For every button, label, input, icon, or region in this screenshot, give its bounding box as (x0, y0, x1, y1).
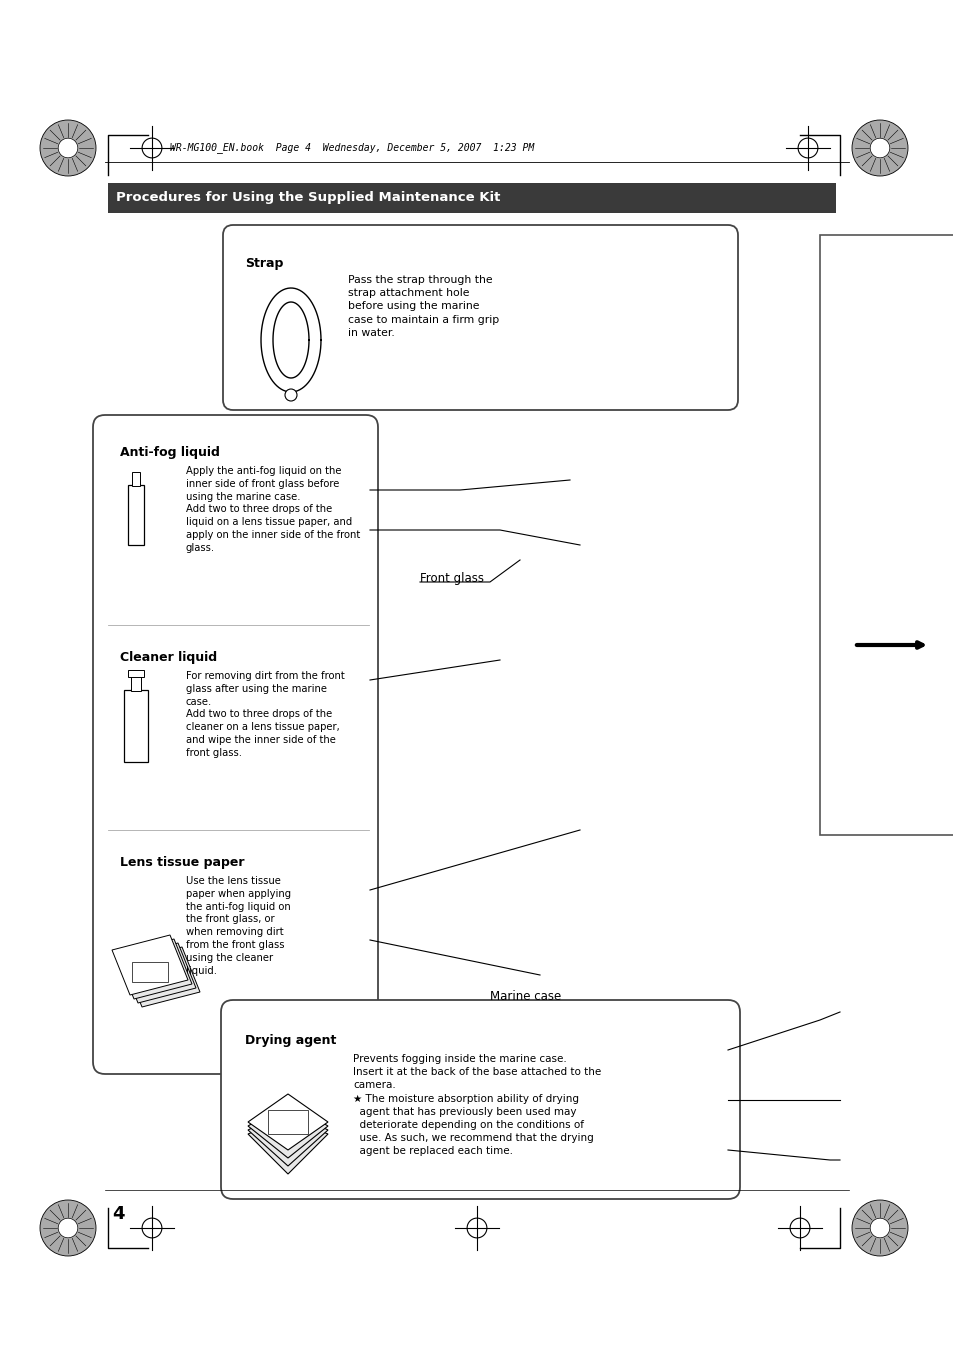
Bar (132, 472, 140, 486)
Polygon shape (248, 1102, 328, 1158)
Circle shape (58, 1218, 78, 1238)
Circle shape (869, 1218, 889, 1238)
Text: Procedures for Using the Supplied Maintenance Kit: Procedures for Using the Supplied Mainte… (116, 192, 500, 204)
Text: Pass the strap through the
strap attachment hole
before using the marine
case to: Pass the strap through the strap attachm… (348, 275, 498, 338)
Circle shape (869, 138, 889, 158)
Circle shape (851, 1200, 907, 1256)
Bar (124, 690, 148, 761)
Text: For removing dirt from the front
glass after using the marine
case.
Add two to t: For removing dirt from the front glass a… (186, 671, 344, 757)
Text: Lens tissue paper: Lens tissue paper (120, 856, 244, 869)
Bar (132, 963, 168, 981)
FancyBboxPatch shape (221, 1000, 740, 1199)
Bar (268, 1110, 308, 1134)
Polygon shape (116, 940, 192, 999)
Text: WR-MG100_EN.book  Page 4  Wednesday, December 5, 2007  1:23 PM: WR-MG100_EN.book Page 4 Wednesday, Decem… (170, 142, 534, 153)
Polygon shape (248, 1118, 328, 1174)
Text: Anti-fog liquid: Anti-fog liquid (120, 446, 219, 459)
Polygon shape (248, 1110, 328, 1166)
FancyBboxPatch shape (223, 225, 738, 410)
Bar (128, 670, 144, 676)
Text: Drying agent: Drying agent (245, 1034, 336, 1048)
Polygon shape (124, 946, 200, 1007)
Bar (131, 676, 141, 691)
Bar (128, 485, 144, 545)
Polygon shape (112, 936, 188, 995)
Circle shape (285, 389, 296, 401)
Circle shape (40, 120, 96, 176)
Text: Marine case: Marine case (490, 990, 560, 1003)
Text: 4: 4 (112, 1206, 125, 1223)
Text: Cleaner liquid: Cleaner liquid (120, 651, 217, 664)
Circle shape (58, 138, 78, 158)
FancyBboxPatch shape (92, 414, 377, 1075)
Text: Strap: Strap (245, 256, 283, 270)
Bar (108, 184, 835, 213)
Bar (820, 235, 953, 836)
Text: Front glass: Front glass (419, 572, 483, 585)
Polygon shape (120, 944, 195, 1003)
Text: Prevents fogging inside the marine case.
Insert it at the back of the base attac: Prevents fogging inside the marine case.… (353, 1054, 600, 1157)
Text: Use the lens tissue
paper when applying
the anti-fog liquid on
the front glass, : Use the lens tissue paper when applying … (186, 876, 291, 976)
Text: Apply the anti-fog liquid on the
inner side of front glass before
using the mari: Apply the anti-fog liquid on the inner s… (186, 466, 360, 552)
Circle shape (851, 120, 907, 176)
Circle shape (40, 1200, 96, 1256)
Polygon shape (248, 1094, 328, 1150)
